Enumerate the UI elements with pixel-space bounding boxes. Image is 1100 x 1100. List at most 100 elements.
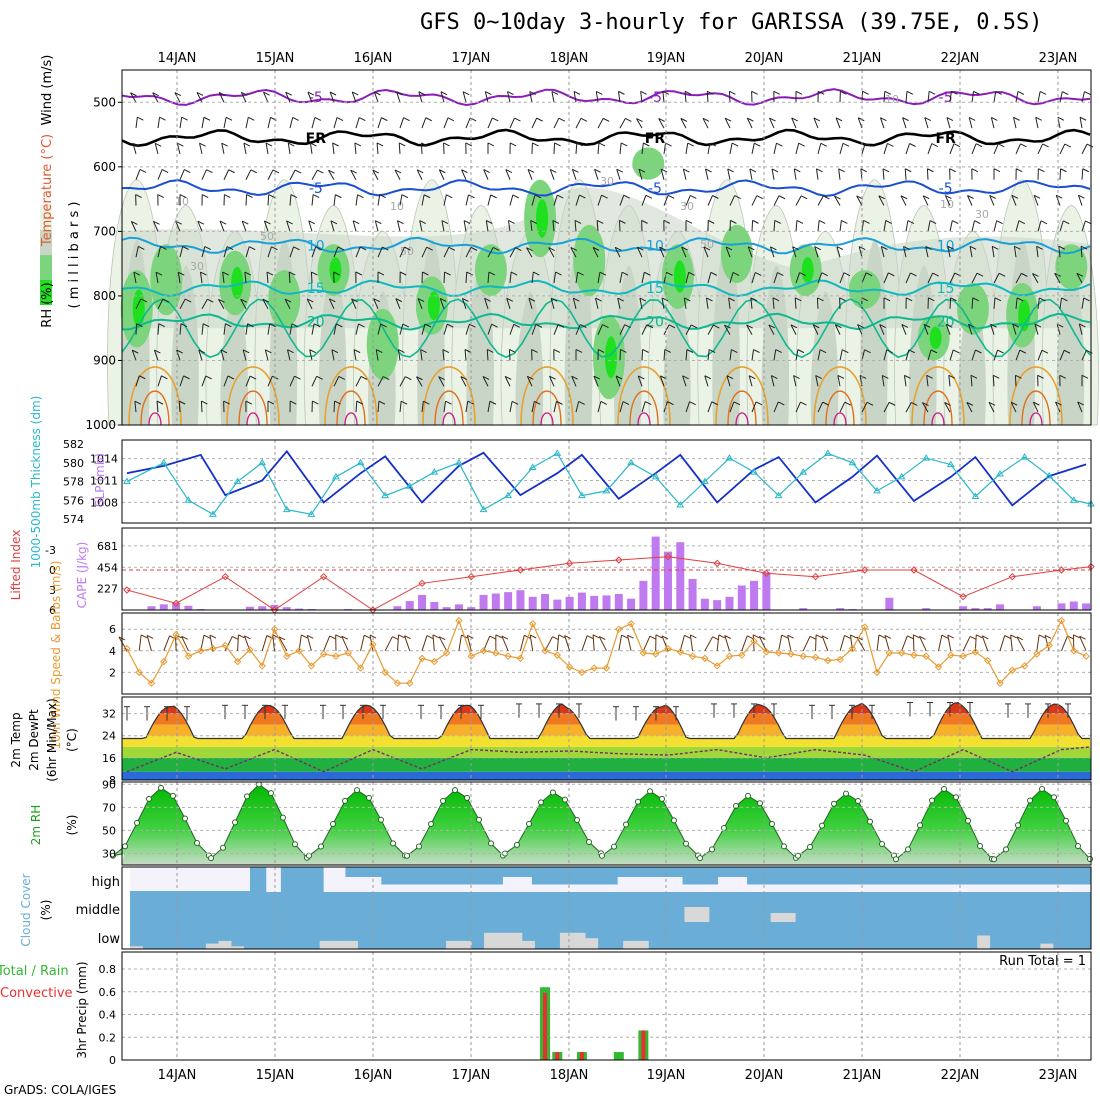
wind-barb-flag (839, 297, 846, 302)
wind-barb (684, 91, 687, 103)
wind-barb (883, 272, 889, 284)
rh-marker (538, 799, 544, 806)
isotherm-30 (1021, 390, 1051, 426)
wind-barb (509, 324, 515, 335)
wind-barb (311, 169, 318, 180)
wind-barb-flag (377, 271, 385, 276)
cloud-row-label: high (92, 875, 120, 890)
wind-barb-flag (1037, 374, 1044, 379)
wind-barb-flag (488, 271, 496, 276)
wind-barb-flag (263, 91, 270, 96)
wind-barb (156, 401, 159, 413)
cloud-unit-label: (%) (39, 900, 53, 921)
wind-barb (157, 246, 161, 258)
rh-tick-label: 30 (102, 847, 116, 860)
wind-barb-flag (592, 634, 600, 639)
wind-speed-marker (184, 652, 193, 660)
wind-barb-flag (729, 90, 736, 95)
wind-barb-flag (816, 168, 823, 173)
wind-barb (529, 91, 533, 103)
rh-shade-green (573, 224, 606, 296)
wind-barb (564, 635, 571, 651)
wind-barb-flag (821, 635, 829, 640)
wind-barb (157, 117, 161, 129)
cloud-cell (710, 884, 719, 892)
rh-marker (194, 839, 200, 846)
cloud-cell (811, 884, 819, 892)
wind-barb (927, 143, 933, 155)
precip-convective-bar (579, 1052, 584, 1060)
wind-barb-flag (548, 247, 555, 252)
wind-barb (1037, 297, 1040, 309)
rh2m-unit-label: (%) (65, 815, 79, 836)
isotherm-25 (324, 366, 378, 426)
rh-marker (917, 822, 923, 829)
wind-barb (597, 118, 604, 129)
wind-barb (1036, 634, 1040, 651)
wind-speed-marker (836, 655, 844, 664)
wind-barb-flag (423, 194, 431, 199)
cloud-cell (510, 877, 518, 892)
wind-barb (1059, 350, 1065, 361)
wind-barb (1032, 273, 1039, 284)
wind-barb (839, 143, 844, 155)
thickness-marker (774, 491, 783, 499)
rh-marker (1075, 842, 1081, 849)
wind-barb (157, 169, 163, 180)
wind-barb (856, 195, 863, 206)
credit-label: GrADS: COLA/IGES (4, 1083, 117, 1097)
thickness-line (126, 452, 1092, 516)
wind-barb-flag (556, 194, 564, 199)
rh-marker (280, 814, 286, 821)
rh-contour-label: 10 (940, 198, 954, 211)
slp-frame (121, 439, 1092, 524)
wind-barb-flag (794, 168, 801, 173)
wind-barb (243, 143, 247, 155)
cloud-cell (875, 884, 884, 892)
wind-barb-flag (395, 298, 403, 303)
wind-speed-marker (123, 644, 131, 653)
wind-barb-flag (1044, 634, 1052, 639)
wind-barb-flag (724, 117, 732, 122)
wind-speed-marker (479, 647, 488, 655)
wind-barb-flag (864, 349, 871, 354)
wind-barb-flag (509, 349, 516, 353)
wind-barb (399, 246, 405, 258)
thickness-marker (725, 454, 734, 461)
lifted-index-marker (172, 599, 180, 608)
cloud-cell (718, 877, 726, 892)
wind-barb (923, 324, 929, 335)
wind-barb-flag (264, 220, 271, 225)
wind-barb (879, 117, 885, 129)
wind-barb (861, 402, 868, 413)
cloud-cell (904, 884, 913, 892)
wind-speed-marker (811, 653, 820, 661)
wind-barb-flag (953, 143, 961, 148)
wind-barb-flag (1056, 194, 1063, 199)
wind-barb-flag (928, 90, 936, 95)
lifted-tick-label: 3 (49, 584, 56, 597)
wind-barb (287, 142, 291, 154)
wind-barb (883, 220, 887, 232)
rh-marker (476, 816, 482, 823)
wind-barb-flag (511, 400, 519, 405)
wind-barb-flag (419, 220, 426, 225)
wind-barb (1037, 220, 1042, 232)
rh-marker (855, 797, 861, 804)
wind-barb-flag (131, 220, 138, 225)
wind-barb-flag (157, 194, 165, 198)
wind-barb-flag (841, 219, 848, 224)
wind-barb (154, 143, 159, 155)
wind-barb-flag (702, 117, 710, 122)
wind-barb (432, 634, 435, 651)
wind-barb-flag (684, 297, 691, 302)
wind-barb-flag (998, 272, 1006, 277)
wind-barb-flag (357, 194, 364, 199)
wind-barb (617, 297, 621, 309)
wind-barb-flag (440, 298, 447, 302)
cloud-cell (847, 884, 855, 892)
wind-speed-marker (516, 654, 525, 663)
cape-tick-label: 227 (97, 583, 118, 596)
wind-barb-flag (154, 142, 162, 147)
wind-speed-marker (135, 668, 143, 677)
